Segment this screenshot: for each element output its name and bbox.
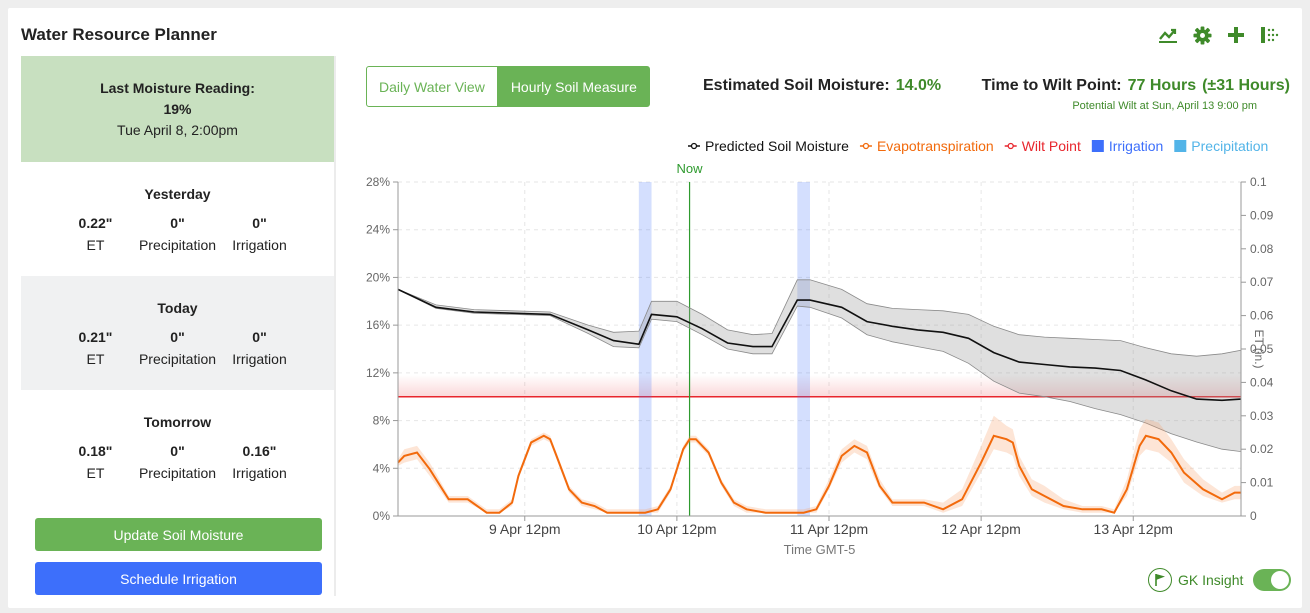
evapotranspiration-line <box>397 434 1241 514</box>
irrigation-bar <box>797 182 810 516</box>
estimate-value: 14.0% <box>895 77 942 94</box>
legend-label: Predicted Soil Moisture <box>705 138 849 154</box>
now-label: Now <box>677 161 704 176</box>
last-reading: Last Moisture Reading: 19% Tue April 8, … <box>21 56 334 162</box>
legend-swatch <box>1091 140 1104 152</box>
legend-marker <box>690 142 698 150</box>
summary-panel: Last Moisture Reading: 19% Tue April 8, … <box>21 56 336 596</box>
day-yesterday: Yesterday 0.22" ET 0" Precipitation 0" Irri… <box>21 162 334 276</box>
et-label: ET <box>86 237 105 253</box>
app-title: Water Resource Planner <box>21 25 217 44</box>
precip-value: 0" <box>170 215 185 231</box>
flag-icon <box>1148 568 1172 592</box>
precip-label: Precipitation <box>138 465 217 481</box>
x-axis-label: Time GMT-5 <box>784 542 856 557</box>
y2-tick-label: 0.05 <box>1250 342 1274 356</box>
y-tick-label: 28% <box>366 175 390 189</box>
y2-tick-label: 0.09 <box>1250 208 1274 222</box>
et-label: ET <box>86 351 105 367</box>
x-tick-label: 12 Apr 12pm <box>941 521 1020 537</box>
y2-tick-label: 0.06 <box>1250 309 1274 323</box>
wilt-subtext: Potential Wilt at Sun, April 13 9:00 pm <box>1072 100 1257 112</box>
irrig-value: 0" <box>252 329 267 345</box>
gk-insight-toggle[interactable] <box>1253 569 1292 591</box>
wilt-range: (±31 Hours) <box>1202 77 1290 94</box>
daily-water-view-tab[interactable]: Daily Water View <box>366 66 498 107</box>
y-tick-label: 0% <box>373 509 391 523</box>
wilt-band <box>398 374 1241 397</box>
planner-card: Water Resource Planner Last Moisture Rea… <box>8 8 1302 608</box>
irrig-label: Irrigation <box>232 237 287 253</box>
toolbar <box>1158 25 1280 45</box>
y2-tick-label: 0 <box>1250 509 1257 523</box>
time-to-wilt: Time to Wilt Point: 77 Hours (±31 Hours) <box>982 77 1290 95</box>
et-label: ET <box>86 465 105 481</box>
precip-label: Precipitation <box>138 351 217 367</box>
legend-label: Precipitation <box>1191 138 1268 154</box>
et-value: 0.21" <box>78 329 113 345</box>
et-value: 0.18" <box>78 443 113 459</box>
y-tick-label: 24% <box>366 223 390 237</box>
precip-value: 0" <box>170 329 185 345</box>
y-tick-label: 12% <box>366 366 390 380</box>
irrig-value: 0" <box>252 215 267 231</box>
legend-swatch <box>1174 140 1187 152</box>
day-today: Today 0.21" ET 0" Precipitation 0" Irrigati… <box>21 276 334 390</box>
et-value: 0.22" <box>78 215 113 231</box>
irrigation-bar <box>638 182 652 516</box>
day-title: Today <box>157 300 198 316</box>
hourly-soil-measure-tab[interactable]: Hourly Soil Measure <box>497 66 650 107</box>
last-reading-time: Tue April 8, 2:00pm <box>117 122 238 138</box>
predicted-soil-moisture-line <box>397 288 1242 402</box>
gear-icon[interactable] <box>1192 25 1212 45</box>
precip-label: Precipitation <box>138 237 217 253</box>
legend-label: Irrigation <box>1109 138 1163 154</box>
legend-label: Evapotranspiration <box>877 138 994 154</box>
y-tick-label: 20% <box>366 270 390 284</box>
irrig-label: Irrigation <box>232 351 287 367</box>
y2-tick-label: 0.03 <box>1250 409 1274 423</box>
chart-icon[interactable] <box>1158 25 1178 45</box>
last-reading-label: Last Moisture Reading: <box>100 80 255 96</box>
y2-axis-label: ET (in.) <box>1252 329 1266 368</box>
y2-tick-label: 0.08 <box>1250 242 1274 256</box>
view-toggle: Daily Water View Hourly Soil Measure <box>366 66 650 107</box>
day-title: Yesterday <box>144 186 211 202</box>
x-tick-label: 9 Apr 12pm <box>489 521 561 537</box>
y-tick-label: 16% <box>366 318 390 332</box>
y2-tick-label: 0.07 <box>1250 275 1274 289</box>
y2-tick-label: 0.01 <box>1250 476 1274 490</box>
update-soil-moisture-button[interactable]: Update Soil Moisture <box>35 518 322 551</box>
y-tick-label: 4% <box>373 461 391 475</box>
irrig-value: 0.16" <box>242 443 277 459</box>
x-tick-label: 13 Apr 12pm <box>1094 521 1173 537</box>
x-tick-label: 11 Apr 12pm <box>790 521 868 537</box>
wilt-label: Time to Wilt Point: <box>981 77 1122 94</box>
last-reading-value: 19% <box>163 101 192 117</box>
gk-insight-label: GK Insight <box>1178 572 1244 588</box>
schedule-irrigation-button[interactable]: Schedule Irrigation <box>35 562 322 595</box>
plus-icon[interactable] <box>1226 25 1246 45</box>
irrig-label: Irrigation <box>232 465 287 481</box>
gk-insight: GK Insight <box>1148 568 1292 592</box>
day-title: Tomorrow <box>143 414 212 430</box>
precip-value: 0" <box>170 443 185 459</box>
estimate-label: Estimated Soil Moisture: <box>703 77 890 94</box>
wilt-hours: 77 Hours <box>1127 77 1197 94</box>
y2-tick-label: 0.02 <box>1250 442 1274 456</box>
day-tomorrow: Tomorrow 0.18" ET 0" Precipitation 0.16" Ir… <box>21 390 334 504</box>
y2-tick-label: 0.1 <box>1250 175 1267 189</box>
y-tick-label: 8% <box>373 414 391 428</box>
legend-label: Wilt Point <box>1022 138 1081 154</box>
legend-marker <box>1007 142 1014 150</box>
legend-marker <box>862 142 870 150</box>
soil-moisture-chart: Predicted Soil Moisture Evapotranspiratio… <box>366 138 1274 557</box>
export-icon[interactable] <box>1260 25 1280 45</box>
x-tick-label: 10 Apr 12pm <box>637 521 716 537</box>
y2-tick-label: 0.04 <box>1250 375 1274 389</box>
estimated-soil-moisture: Estimated Soil Moisture: 14.0% <box>703 77 941 95</box>
